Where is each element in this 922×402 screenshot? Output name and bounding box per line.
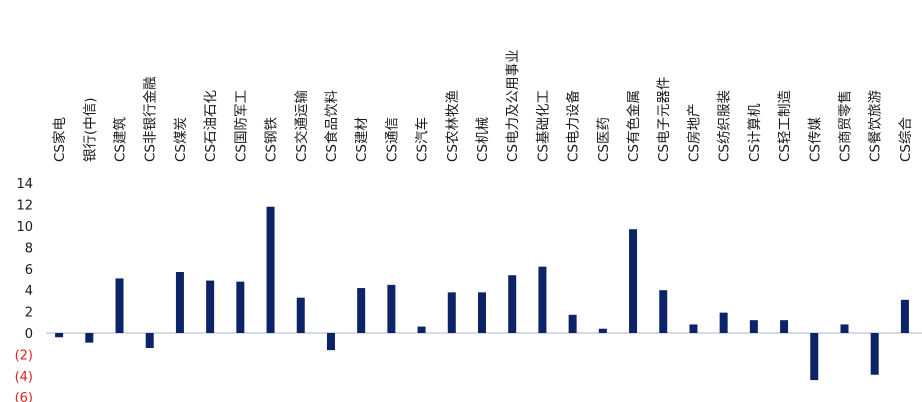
- category-label: CS餐饮旅游: [868, 90, 884, 162]
- category-label: CS石油石化: [203, 90, 219, 162]
- bar: [538, 266, 547, 333]
- category-label: CS轻工制造: [777, 90, 793, 162]
- bar: [85, 333, 94, 343]
- bar: [296, 297, 305, 333]
- y-tick-label: 10: [16, 220, 33, 235]
- y-tick-label: 14: [16, 177, 33, 192]
- category-label: CS非银行金融: [143, 76, 159, 162]
- category-label: CS钢铁: [264, 117, 280, 162]
- category-label: CS汽车: [414, 117, 431, 162]
- bar: [568, 314, 577, 333]
- category-label: CS纺织服装: [717, 90, 733, 162]
- bar: [55, 333, 64, 338]
- category-label: CS基础化工: [534, 90, 551, 162]
- y-tick-label: 2: [25, 306, 33, 321]
- category-label: CS农林牧渔: [445, 90, 461, 162]
- bar: [447, 292, 456, 333]
- category-label: CS有色金属: [625, 90, 642, 162]
- bar: [840, 324, 849, 333]
- bar: [780, 320, 789, 333]
- bar: [900, 299, 909, 333]
- category-label: CS综合: [898, 117, 914, 162]
- bar: [870, 333, 879, 375]
- category-labels: CS家电 银行(中信) CS建筑 CS非银行金融 CS煤炭 CS石油石化 CS国防军工 CS钢…: [51, 50, 914, 163]
- bar: [719, 312, 728, 333]
- y-axis: 14 12 10 8 6 4 2 0 (2) (4) (6): [15, 177, 33, 402]
- y-tick-label: (4): [15, 370, 33, 385]
- bar: [115, 278, 124, 333]
- bar: [749, 320, 758, 333]
- category-label: 银行(中信): [82, 97, 98, 162]
- category-label: CS国防军工: [233, 90, 249, 162]
- category-label: CS家电: [51, 117, 68, 162]
- bar: [478, 292, 486, 333]
- category-label: CS电力及公用事业: [505, 50, 521, 163]
- bar: [629, 229, 638, 333]
- category-label: CS医药: [596, 117, 612, 162]
- bar: [175, 272, 184, 333]
- y-tick-label: 0: [25, 327, 33, 342]
- y-tick-label: 12: [16, 199, 33, 214]
- category-label: CS传媒: [807, 117, 823, 162]
- bar: [206, 280, 215, 333]
- category-label: CS交通运输: [293, 90, 310, 162]
- bar: [810, 333, 819, 381]
- y-tick-label: 6: [25, 263, 33, 278]
- category-label: CS计算机: [747, 103, 763, 162]
- bar: [659, 290, 668, 333]
- category-label: CS食品饮料: [323, 90, 340, 162]
- category-label: CS建筑: [113, 117, 129, 162]
- category-label: CS建材: [354, 117, 370, 162]
- y-tick-label: 4: [25, 284, 33, 299]
- bar: [326, 333, 335, 351]
- bar: [357, 288, 366, 333]
- bar: [598, 328, 607, 333]
- y-tick-label: (2): [15, 348, 33, 363]
- y-tick-label: 8: [25, 241, 33, 256]
- bars: [55, 206, 909, 381]
- category-label: CS房地产: [686, 104, 702, 163]
- category-label: CS商贸零售: [837, 90, 853, 162]
- category-label: CS煤炭: [173, 117, 189, 162]
- category-label: CS电力设备: [565, 90, 582, 162]
- bar: [145, 333, 154, 348]
- bar: [508, 275, 517, 333]
- category-label: CS机械: [475, 117, 491, 162]
- category-label: CS通信: [384, 117, 400, 162]
- bar: [387, 284, 396, 333]
- bar: [417, 326, 426, 333]
- bar: [266, 206, 275, 333]
- y-tick-label: (6): [15, 391, 33, 402]
- bar: [689, 324, 698, 333]
- category-label: CS电子元器件: [656, 77, 672, 163]
- bar: [236, 281, 245, 333]
